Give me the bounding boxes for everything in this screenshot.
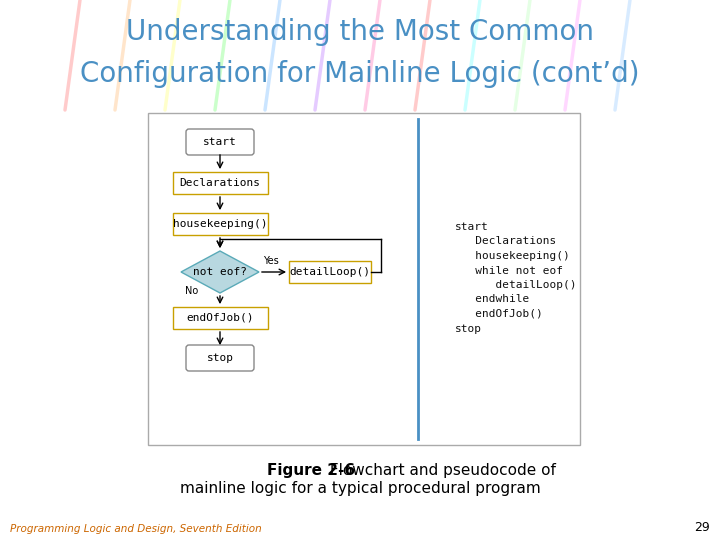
Text: 29: 29 — [694, 521, 710, 534]
Text: Programming Logic and Design, Seventh Edition: Programming Logic and Design, Seventh Ed… — [10, 524, 262, 534]
Text: Declarations: Declarations — [179, 178, 261, 188]
Text: housekeeping(): housekeeping() — [455, 251, 570, 261]
Bar — [148, 113, 580, 445]
Text: detailLoop(): detailLoop() — [289, 267, 371, 277]
Bar — [173, 213, 268, 235]
Text: Configuration for Mainline Logic (cont’d): Configuration for Mainline Logic (cont’d… — [80, 60, 640, 88]
Text: Flowchart and pseudocode of: Flowchart and pseudocode of — [325, 463, 556, 478]
Bar — [173, 307, 268, 329]
Text: Declarations: Declarations — [455, 237, 557, 246]
Polygon shape — [181, 251, 259, 293]
Text: start: start — [455, 222, 489, 232]
Text: stop: stop — [455, 323, 482, 334]
Text: not eof?: not eof? — [193, 267, 247, 277]
Text: stop: stop — [207, 353, 233, 363]
Text: Understanding the Most Common: Understanding the Most Common — [126, 18, 594, 46]
Text: while not eof: while not eof — [455, 266, 563, 275]
Bar — [173, 172, 268, 194]
Text: Yes: Yes — [263, 256, 279, 266]
Bar — [289, 261, 371, 283]
Text: mainline logic for a typical procedural program: mainline logic for a typical procedural … — [179, 481, 541, 496]
Text: detailLoop(): detailLoop() — [455, 280, 577, 290]
FancyBboxPatch shape — [186, 345, 254, 371]
Text: endOfJob(): endOfJob() — [186, 313, 253, 323]
Text: Figure 2-6: Figure 2-6 — [267, 463, 355, 478]
Text: No: No — [185, 286, 198, 296]
Text: start: start — [203, 137, 237, 147]
Text: housekeeping(): housekeeping() — [173, 219, 267, 229]
Text: endOfJob(): endOfJob() — [455, 309, 543, 319]
Text: endwhile: endwhile — [455, 294, 529, 305]
FancyBboxPatch shape — [186, 129, 254, 155]
